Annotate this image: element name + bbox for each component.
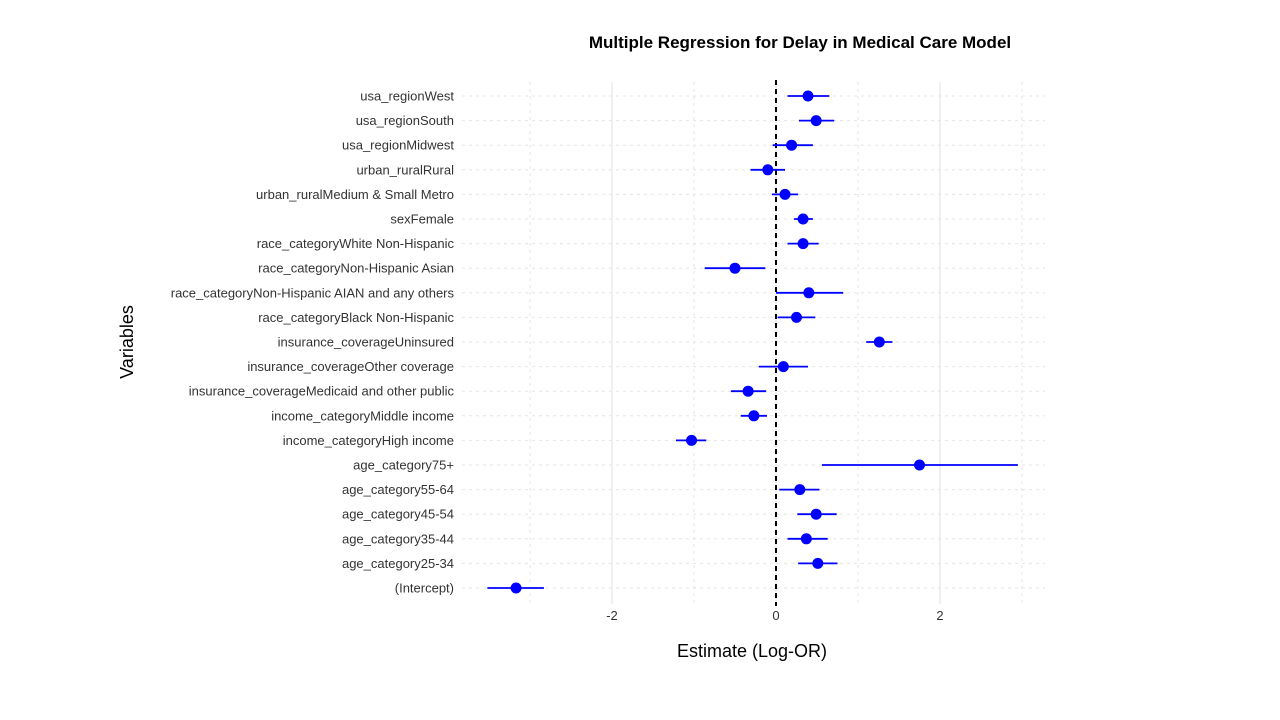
y-tick-label: usa_regionWest — [360, 89, 454, 104]
y-tick-label: age_category45-54 — [342, 507, 454, 522]
y-tick-label: sexFemale — [390, 212, 454, 227]
y-tick-label: age_category75+ — [353, 458, 454, 473]
y-axis-labels: usa_regionWest usa_regionSouth usa_regionM… — [171, 89, 455, 596]
estimate-point — [873, 336, 885, 348]
estimate-point — [797, 238, 809, 250]
y-tick-label: insurance_coverageUninsured — [278, 335, 454, 350]
estimate-point — [797, 213, 809, 225]
x-axis-ticks: -2 0 2 — [606, 608, 943, 623]
estimate-point — [794, 484, 806, 496]
chart-title: Multiple Regression for Delay in Medical… — [589, 33, 1011, 52]
y-tick-label: age_category35-44 — [342, 531, 454, 546]
x-tick-label: 0 — [772, 608, 779, 623]
estimates — [487, 90, 1018, 594]
grid — [462, 82, 1045, 604]
x-tick-label: 2 — [936, 608, 943, 623]
estimate-point — [762, 164, 774, 176]
y-axis-title: Variables — [117, 305, 137, 379]
estimate-point — [800, 533, 812, 545]
y-tick-label: race_categoryNon-Hispanic Asian — [258, 261, 454, 276]
y-tick-label: (Intercept) — [395, 581, 454, 596]
estimate-point — [812, 557, 824, 569]
estimate-point — [786, 139, 798, 151]
estimate-point — [779, 188, 791, 200]
y-tick-label: income_categoryMiddle income — [271, 408, 454, 423]
estimate-point — [510, 582, 522, 594]
estimate-point — [742, 385, 754, 397]
y-tick-label: race_categoryNon-Hispanic AIAN and any o… — [171, 285, 455, 300]
y-tick-label: urban_ruralRural — [356, 162, 454, 177]
y-tick-label: race_categoryBlack Non-Hispanic — [258, 310, 454, 325]
estimate-point — [803, 287, 815, 299]
y-tick-label: insurance_coverageMedicaid and other pub… — [189, 384, 455, 399]
estimate-point — [748, 410, 760, 422]
y-tick-label: insurance_coverageOther coverage — [247, 359, 454, 374]
estimate-point — [729, 262, 741, 274]
x-axis-title: Estimate (Log-OR) — [677, 641, 827, 661]
estimate-point — [791, 311, 802, 323]
y-tick-label: urban_ruralMedium & Small Metro — [256, 187, 454, 202]
estimate-point — [686, 434, 698, 446]
estimate-point — [777, 361, 789, 373]
y-tick-label: race_categoryWhite Non-Hispanic — [257, 236, 455, 251]
estimate-point — [914, 459, 925, 471]
y-tick-label: age_category25-34 — [342, 556, 454, 571]
x-tick-label: -2 — [606, 608, 618, 623]
estimate-point — [810, 115, 822, 127]
y-tick-label: usa_regionSouth — [356, 113, 454, 128]
y-tick-label: age_category55-64 — [342, 482, 454, 497]
y-tick-label: income_categoryHigh income — [283, 433, 454, 448]
y-tick-label: usa_regionMidwest — [342, 138, 454, 153]
estimate-point — [802, 90, 814, 102]
estimate-point — [810, 508, 822, 520]
